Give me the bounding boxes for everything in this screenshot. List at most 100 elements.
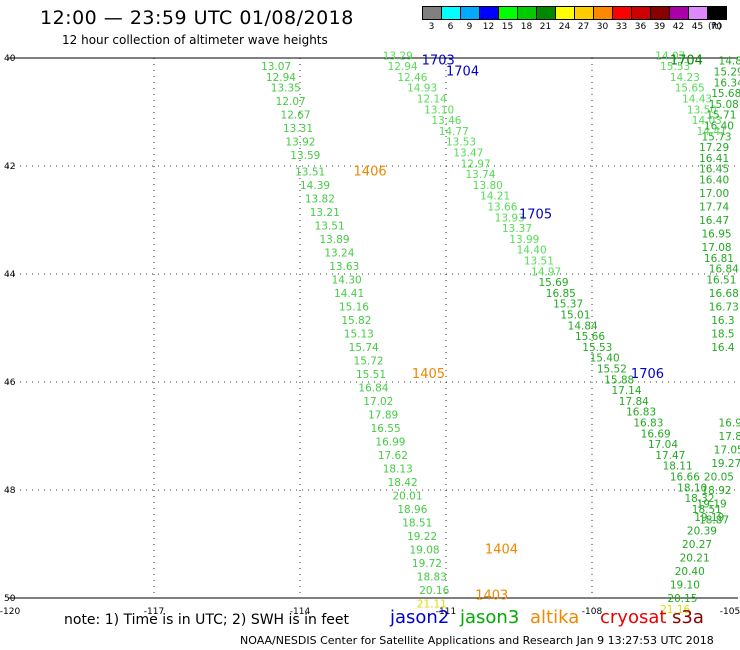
pass-number-label: 1704 <box>446 65 479 80</box>
wave-height-value: 14.07 <box>655 50 685 62</box>
wave-height-value: 16.51 <box>706 274 736 286</box>
wave-height-value: 16.84 <box>709 264 739 276</box>
wave-height-value: 18.87 <box>699 515 729 527</box>
wave-height-value: 15.16 <box>339 301 369 313</box>
wave-height-value: 15.74 <box>349 342 379 354</box>
wave-height-value: 17.02 <box>363 396 393 408</box>
wave-height-value: 16.69 <box>641 428 671 440</box>
wave-height-value: 20.01 <box>392 490 422 502</box>
wave-height-value: 16.55 <box>371 423 401 435</box>
wave-height-value: 12.07 <box>276 96 306 108</box>
wave-height-value: 14.21 <box>480 191 510 203</box>
wave-height-value: 15.52 <box>597 364 627 376</box>
wave-height-value: 15.66 <box>575 331 605 343</box>
wave-height-value: 18.96 <box>397 504 427 516</box>
wave-height-value: 21.16 <box>660 604 690 616</box>
lat-tick-label: 48 <box>4 486 16 496</box>
wave-height-value: 15.53 <box>582 342 612 354</box>
wave-height-value: 16.83 <box>626 407 656 419</box>
wave-height-value: 15.72 <box>354 355 384 367</box>
lon-tick-label: -117 <box>144 607 164 617</box>
scale-label: 33 <box>615 22 628 32</box>
scale-label: 27 <box>577 22 590 32</box>
wave-height-value: 17.62 <box>378 450 408 462</box>
wave-height-value: 15.13 <box>344 328 374 340</box>
wave-height-value: 16.68 <box>709 288 739 300</box>
wave-height-value: 13.93 <box>495 212 525 224</box>
satellite-s3a: s3a <box>672 607 704 628</box>
lon-tick-label: -105 <box>720 607 740 617</box>
wave-height-value: 13.51 <box>315 220 345 232</box>
wave-height-value: 14.84 <box>719 56 740 68</box>
wave-height-value: 18.10 <box>677 482 707 494</box>
lon-tick-label: -108 <box>582 607 603 617</box>
wave-height-value: 14.03 <box>692 115 722 127</box>
wave-height-value: 15.51 <box>356 369 386 381</box>
wave-height-value: 15.01 <box>560 310 590 322</box>
wave-height-value: 18.5 <box>711 328 734 340</box>
wave-height-value: 15.65 <box>675 83 705 95</box>
scale-label: 9 <box>466 22 473 32</box>
wave-height-value: 13.82 <box>305 193 335 205</box>
scale-label: 45 <box>691 22 704 32</box>
wave-height-value: 13.31 <box>283 123 313 135</box>
wave-height-value: 13.37 <box>502 223 532 235</box>
wave-height-value: 17.83 <box>719 431 740 443</box>
pass-number-label: 1406 <box>354 164 387 179</box>
scale-label: 6 <box>447 22 454 32</box>
lat-tick-label: 50 <box>4 594 16 604</box>
lat-tick-label: 40 <box>4 54 16 64</box>
lon-tick-label: -111 <box>436 607 456 617</box>
wave-height-value: 16.66 <box>670 472 700 484</box>
scale-label: 21 <box>539 22 552 32</box>
wave-height-value: 19.22 <box>407 531 437 543</box>
wave-height-value: 14.93 <box>407 83 437 95</box>
pass-number-label: 1405 <box>412 367 445 382</box>
wave-height-value: 20.40 <box>675 566 705 578</box>
wave-height-value: 15.73 <box>702 131 732 143</box>
wave-height-value: 14.23 <box>670 72 700 84</box>
wave-height-value: 18.92 <box>702 485 732 497</box>
wave-height-value: 16.84 <box>358 382 388 394</box>
wave-height-value: 20.39 <box>687 526 717 538</box>
wave-height-value: 17.84 <box>619 396 649 408</box>
wave-height-value: 19.19 <box>697 499 727 511</box>
wave-height-value: 13.63 <box>329 261 359 273</box>
wave-height-value: 19.08 <box>410 544 440 556</box>
wave-height-value: 16.85 <box>546 288 576 300</box>
wave-height-value: 16.47 <box>699 215 729 227</box>
wave-height-value: 14.41 <box>334 288 364 300</box>
wave-height-value: 16.73 <box>709 301 739 313</box>
pass-number-label: 1704 <box>670 54 703 69</box>
wave-height-value: 16.45 <box>699 164 729 176</box>
scale-label: 18 <box>520 22 533 32</box>
scale-label: 15 <box>501 22 514 32</box>
wave-height-value: 17.47 <box>655 450 685 462</box>
wave-height-value: 18.51 <box>402 517 432 529</box>
wave-height-value: 18.13 <box>383 463 413 475</box>
wave-height-value: 13.47 <box>453 148 483 160</box>
pass-number-label: 1703 <box>422 54 455 69</box>
wave-height-value: 15.29 <box>714 67 740 79</box>
scale-label: 36 <box>634 22 647 32</box>
lon-tick-label: -114 <box>290 607 311 617</box>
wave-height-value: 17.08 <box>702 242 732 254</box>
wave-height-value: 12.94 <box>266 72 296 84</box>
wave-height-value: 15.08 <box>709 99 739 111</box>
wave-height-value: 13.10 <box>424 104 454 116</box>
scale-label: 3 <box>428 22 435 32</box>
wave-height-value: 14.30 <box>332 274 362 286</box>
wave-height-value: 16.3 <box>711 315 734 327</box>
wave-height-value: 14.43 <box>682 94 712 106</box>
wave-height-value: 13.07 <box>261 61 291 73</box>
wave-height-value: 21.11 <box>417 598 447 610</box>
wave-height-value: 16.83 <box>633 418 663 430</box>
wave-height-value: 14.40 <box>517 245 547 257</box>
scale-label: 12 <box>482 22 495 32</box>
scale-label: 70 <box>710 22 723 32</box>
wave-height-value: 12.97 <box>461 158 491 170</box>
wave-height-value: 13.21 <box>310 207 340 219</box>
satellite-altika: altika <box>530 607 580 628</box>
wave-height-value: 15.40 <box>590 353 620 365</box>
wave-height-value: 18.42 <box>388 477 418 489</box>
